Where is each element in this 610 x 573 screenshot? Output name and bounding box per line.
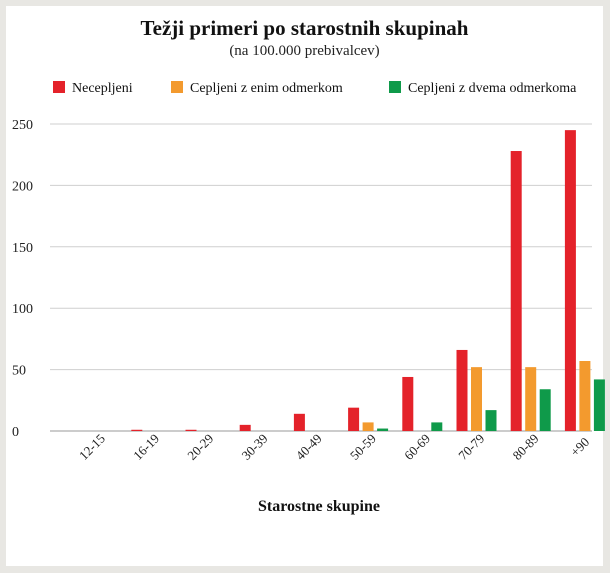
- x-tick-label: 30-39: [238, 431, 270, 463]
- bar-necepljeni-40-49: [293, 413, 305, 431]
- legend-label-en-odmerek: Cepljeni z enim odmerkom: [190, 81, 343, 96]
- y-tick-label: 200: [12, 179, 33, 194]
- x-tick-label: 16-19: [130, 431, 162, 463]
- y-tick-label: 50: [12, 364, 26, 379]
- bar-cepljeni-z-enim-odmerkom-+90: [579, 361, 591, 431]
- bar-necepljeni-80-89: [510, 151, 522, 432]
- bar-necepljeni-60-69: [402, 376, 414, 431]
- legend-item-dva-odmerka: Cepljeni z dvema odmerkoma: [389, 81, 576, 97]
- legend-label-dva-odmerka: Cepljeni z dvema odmerkoma: [408, 81, 577, 96]
- bar-necepljeni-50-59: [348, 407, 360, 431]
- y-tick-label: 0: [12, 425, 19, 440]
- y-tick-label: 250: [12, 118, 33, 133]
- y-tick-label: 100: [12, 302, 33, 317]
- chart-subtitle: (na 100.000 prebivalcev): [229, 43, 380, 59]
- bar-cepljeni-z-enim-odmerkom-80-89: [525, 367, 537, 431]
- y-tick-label: 150: [12, 241, 33, 256]
- bar-cepljeni-z-dvema-odmerkoma-50-59: [377, 428, 389, 431]
- chart-title: Težji primeri po starostnih skupinah: [140, 16, 469, 40]
- legend-swatch-necepljeni: [53, 81, 65, 93]
- legend-label-necepljeni: Necepljeni: [72, 81, 133, 96]
- x-tick-label: 12-15: [76, 431, 108, 463]
- x-tick-label: 40-49: [293, 431, 325, 463]
- x-tick-label: 70-79: [455, 431, 487, 463]
- x-tick-label: +90: [567, 434, 592, 459]
- x-tick-label: 60-69: [401, 431, 433, 463]
- legend-item-en-odmerek: Cepljeni z enim odmerkom: [171, 81, 343, 97]
- x-axis-label: Starostne skupine: [258, 498, 380, 515]
- bar-necepljeni-30-39: [239, 424, 251, 431]
- legend-swatch-dva-odmerka: [389, 81, 401, 93]
- bar-cepljeni-z-dvema-odmerkoma-60-69: [431, 422, 443, 431]
- x-tick-label: 50-59: [347, 431, 379, 463]
- bar-necepljeni-+90: [564, 130, 576, 431]
- legend-item-necepljeni: Necepljeni: [53, 81, 133, 97]
- bar-cepljeni-z-dvema-odmerkoma-+90: [593, 379, 605, 431]
- bar-cepljeni-z-dvema-odmerkoma-80-89: [539, 389, 551, 431]
- bar-necepljeni-16-19: [131, 429, 143, 431]
- x-tick-label: 20-29: [184, 431, 216, 463]
- chart-frame: Težji primeri po starostnih skupinah (na…: [6, 6, 603, 566]
- bar-cepljeni-z-dvema-odmerkoma-70-79: [485, 410, 497, 431]
- bar-cepljeni-z-enim-odmerkom-50-59: [362, 422, 374, 431]
- x-tick-label: 80-89: [509, 431, 541, 463]
- chart-legend: Necepljeni Cepljeni z enim odmerkom Cepl…: [0, 81, 610, 99]
- bar-necepljeni-20-29: [185, 429, 197, 431]
- legend-swatch-en-odmerek: [171, 81, 183, 93]
- bar-necepljeni-70-79: [456, 349, 468, 431]
- bar-cepljeni-z-enim-odmerkom-70-79: [471, 367, 482, 431]
